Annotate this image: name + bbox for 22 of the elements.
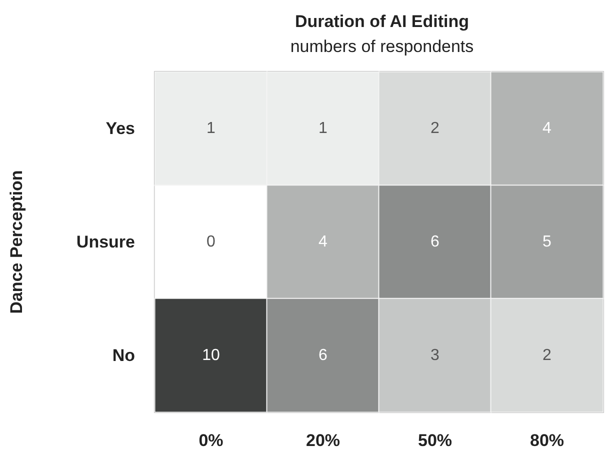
y-axis-title: Dance Perception [7,170,26,314]
y-tick-label: Yes [106,119,135,138]
data-label: 10 [202,346,220,364]
x-tick-label: 80% [530,431,564,450]
data-label: 6 [430,234,440,250]
chart-title: Duration of AI Editing [294,12,470,31]
data-label: 5 [542,234,552,250]
data-label: 2 [542,346,552,364]
data-label: 1 [206,120,216,138]
x-tick-label: 50% [418,431,452,450]
data-label: 6 [318,346,328,364]
x-tick-label: 20% [306,431,340,450]
y-tick-label: No [112,346,135,365]
y-tick-label: Unsure [76,232,135,252]
data-label: 2 [430,120,440,138]
data-label: 4 [318,234,328,250]
data-label: 4 [542,120,552,138]
data-label: 3 [430,346,440,364]
chart-subtitle: numbers of respondents [290,37,474,56]
data-label: 0 [206,234,216,250]
x-tick-label: 0% [198,431,224,450]
data-label: 1 [318,120,328,138]
